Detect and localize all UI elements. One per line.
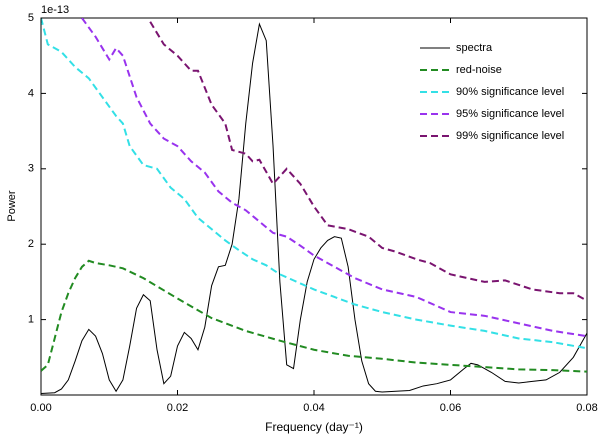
legend-label: 90% significance level (456, 86, 564, 98)
x-tick-label: 0.06 (440, 402, 461, 414)
x-tick-label: 0.04 (303, 402, 324, 414)
y-axis-label: Power (6, 190, 18, 222)
y-multiplier: 1e-13 (41, 4, 69, 16)
y-tick-label: 5 (28, 12, 34, 24)
y-tick-label: 3 (28, 163, 34, 175)
legend-label: spectra (456, 42, 493, 54)
plot-frame (40, 17, 588, 396)
legend-label: 95% significance level (456, 108, 564, 120)
series-line (41, 259, 587, 373)
legend-label: 99% significance level (456, 130, 564, 142)
series-line (41, 18, 587, 350)
series-line (41, 22, 587, 394)
x-tick-label: 0.02 (167, 402, 188, 414)
x-axis-label: Frequency (day⁻¹) (265, 420, 363, 434)
x-tick-label: 0.08 (576, 402, 597, 414)
y-tick-label: 2 (28, 238, 34, 250)
plot-lines (41, 18, 587, 394)
y-tick-label: 1 (28, 314, 34, 326)
series-line (149, 21, 587, 302)
y-tick-label: 4 (28, 87, 34, 99)
x-tick-label: 0.00 (30, 402, 51, 414)
series-line (81, 18, 587, 338)
legend-label: red-noise (456, 64, 502, 76)
